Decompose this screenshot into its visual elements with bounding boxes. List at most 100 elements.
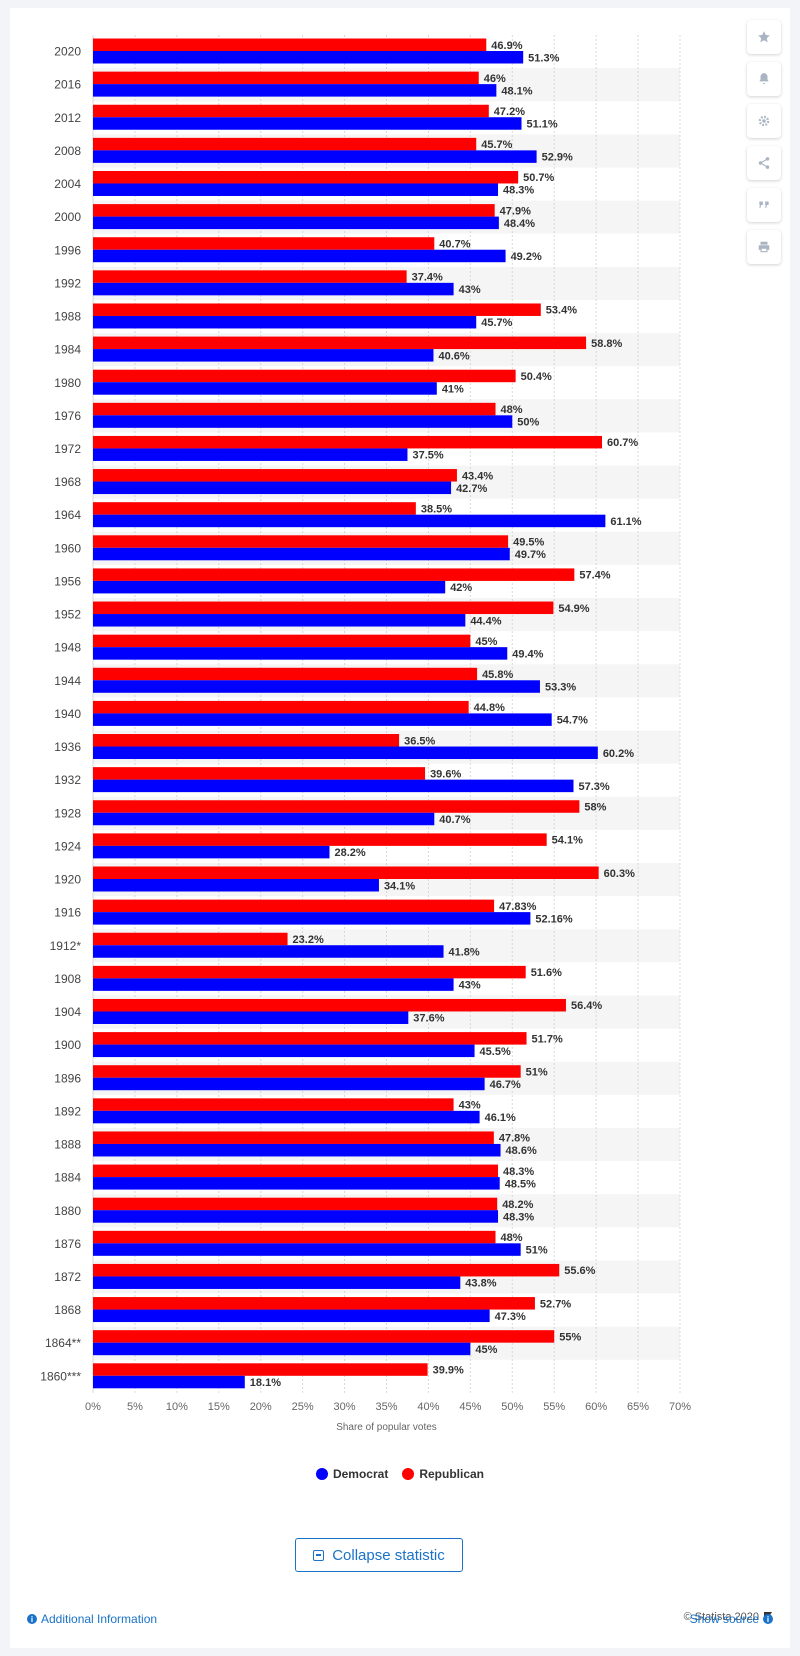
x-tick-label: 40% <box>417 1401 439 1413</box>
show-source-label: Show source <box>689 1612 759 1626</box>
info-icon: i <box>763 1614 773 1624</box>
favorite-button[interactable] <box>747 20 781 54</box>
republican-value-label: 48.2% <box>502 1199 533 1211</box>
democrat-value-label: 45.7% <box>481 317 512 329</box>
y-category-label: 1944 <box>54 674 81 688</box>
democrat-value-label: 52.16% <box>535 913 573 925</box>
y-category-label: 1992 <box>54 276 81 290</box>
democrat-value-label: 18.1% <box>250 1377 281 1389</box>
y-category-label: 1968 <box>54 475 81 489</box>
republican-value-label: 46% <box>484 73 506 85</box>
y-category-label: 2012 <box>54 111 81 125</box>
republican-bar <box>93 1297 535 1310</box>
toolbar <box>747 20 781 264</box>
republican-value-label: 47.2% <box>494 106 525 118</box>
republican-value-label: 48.3% <box>503 1166 534 1178</box>
democrat-bar <box>93 1177 500 1190</box>
x-tick-label: 35% <box>375 1401 397 1413</box>
y-category-label: 1932 <box>54 773 81 787</box>
notification-button[interactable] <box>747 62 781 96</box>
legend-item-republican[interactable]: Republican <box>402 1467 484 1481</box>
y-category-label: 1868 <box>54 1303 81 1317</box>
democrat-bar <box>93 779 574 793</box>
share-button[interactable] <box>747 146 781 180</box>
x-tick-label: 10% <box>166 1401 188 1413</box>
additional-information-link[interactable]: i Additional Information <box>27 1612 157 1626</box>
y-category-label: 1940 <box>54 707 81 721</box>
y-category-label: 1880 <box>54 1204 81 1218</box>
democrat-value-label: 50% <box>517 417 539 429</box>
republican-bar <box>93 601 554 615</box>
democrat-bar <box>93 282 454 296</box>
republican-bar <box>93 1197 498 1211</box>
republican-value-label: 48% <box>501 1232 523 1244</box>
democrat-bar <box>93 978 454 991</box>
republican-bar <box>93 767 426 780</box>
y-category-label: 1876 <box>54 1237 81 1251</box>
democrat-bar <box>93 1243 521 1256</box>
republican-value-label: 45.8% <box>482 669 513 681</box>
info-icon: i <box>27 1614 37 1624</box>
democrat-value-label: 40.6% <box>438 350 469 362</box>
legend: Democrat Republican <box>0 1467 800 1481</box>
republican-bar <box>93 502 416 515</box>
republican-bar <box>93 1131 494 1144</box>
democrat-value-label: 52.9% <box>542 152 573 164</box>
collapse-statistic-button[interactable]: Collapse statistic <box>295 1538 463 1572</box>
republican-value-label: 40.7% <box>439 238 470 250</box>
x-tick-label: 45% <box>459 1401 481 1413</box>
democrat-value-label: 57.3% <box>579 781 610 793</box>
democrat-value-label: 48.3% <box>503 185 534 197</box>
democrat-value-label: 48.4% <box>504 218 535 230</box>
republican-value-label: 51.6% <box>531 967 562 979</box>
collapse-label: Collapse statistic <box>332 1546 445 1564</box>
democrat-bar <box>93 84 497 97</box>
democrat-bar <box>93 481 452 495</box>
democrat-value-label: 48.1% <box>501 85 532 97</box>
cite-button[interactable] <box>747 188 781 222</box>
settings-button[interactable] <box>747 104 781 138</box>
democrat-bar <box>93 1375 245 1389</box>
democrat-bar <box>93 117 522 130</box>
republican-value-label: 51% <box>526 1066 548 1078</box>
republican-bar <box>93 700 469 714</box>
print-button[interactable] <box>747 230 781 264</box>
republican-value-label: 48% <box>501 404 523 416</box>
republican-value-label: 57.4% <box>579 570 610 582</box>
democrat-bar <box>93 1342 471 1356</box>
legend-item-democrat[interactable]: Democrat <box>315 1467 388 1481</box>
republican-value-label: 45.7% <box>481 139 512 151</box>
democrat-bar <box>93 879 379 892</box>
republican-value-label: 50.7% <box>523 172 554 184</box>
democrat-bar <box>93 580 446 594</box>
y-category-label: 2000 <box>54 210 81 224</box>
democrat-value-label: 49.4% <box>512 648 543 660</box>
republican-bar <box>93 866 599 879</box>
democrat-value-label: 42.7% <box>456 483 487 495</box>
republican-value-label: 51.7% <box>532 1033 563 1045</box>
democrat-value-label: 37.5% <box>412 450 443 462</box>
bell-icon <box>759 73 769 85</box>
additional-information-label: Additional Information <box>41 1612 158 1626</box>
republican-value-label: 43.4% <box>462 470 493 482</box>
republican-bar <box>93 932 288 946</box>
show-source-link[interactable]: Show source i <box>690 1612 773 1626</box>
republican-bar <box>93 435 603 449</box>
republican-value-label: 47.9% <box>500 205 531 217</box>
legend-label-republican: Republican <box>419 1467 485 1481</box>
republican-value-label: 45% <box>475 636 497 648</box>
y-category-label: 1916 <box>54 906 81 920</box>
democrat-bar <box>93 912 531 925</box>
democrat-value-label: 48.5% <box>505 1178 536 1190</box>
democrat-value-label: 37.6% <box>413 1013 444 1025</box>
democrat-value-label: 41% <box>442 383 464 395</box>
republican-value-label: 36.5% <box>404 735 435 747</box>
republican-bar <box>93 104 489 118</box>
democrat-bar <box>93 746 598 760</box>
republican-value-label: 39.9% <box>433 1365 464 1377</box>
democrat-bar <box>93 216 499 230</box>
chart-card: 0% 5% 10% 15% 20% 25% 30% 35% 40% 45% 50% 55% 60% 65%… <box>10 8 790 1648</box>
republican-bar <box>93 734 400 747</box>
republican-bar <box>93 270 407 283</box>
democrat-bar <box>93 1077 485 1091</box>
